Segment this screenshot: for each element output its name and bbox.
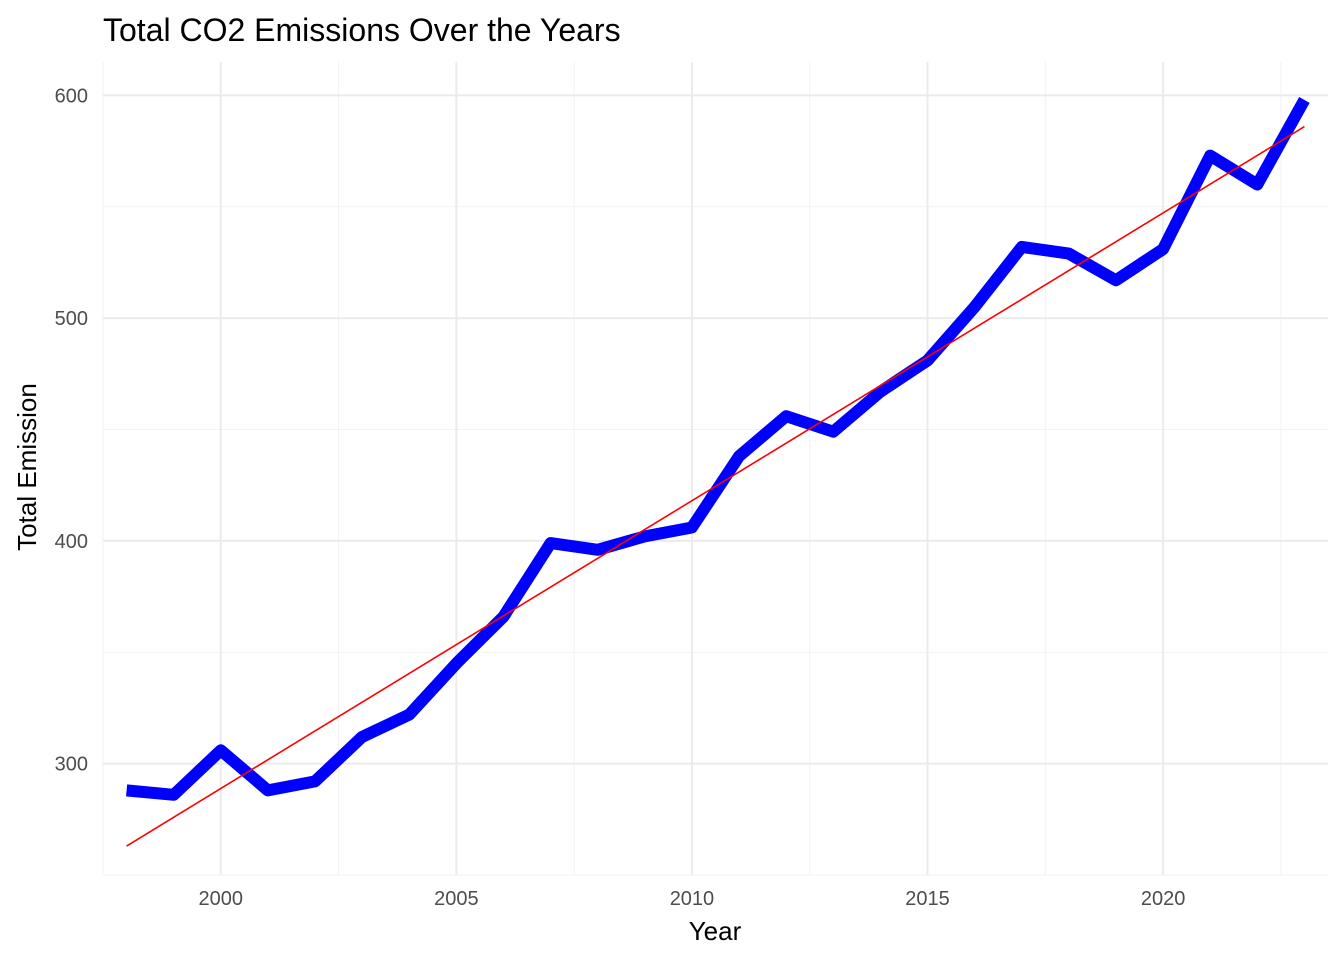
x-axis-title: Year (689, 916, 742, 946)
x-tick-label: 2015 (905, 888, 950, 910)
x-tick-label: 2005 (434, 888, 479, 910)
x-tick-label: 2010 (670, 888, 715, 910)
y-tick-label: 300 (55, 754, 88, 776)
trend-line (126, 125, 1305, 847)
tick-layer: 2000 2005 2010 2015 2020 300 400 500 600 (55, 85, 1186, 910)
x-tick-label: 2000 (199, 888, 244, 910)
y-axis-title: Total Emission (12, 383, 42, 551)
chart-title: Total CO2 Emissions Over the Years (103, 12, 621, 48)
x-tick-label: 2020 (1141, 888, 1186, 910)
y-tick-label: 600 (55, 85, 88, 107)
emission-series-line (126, 96, 1310, 801)
y-tick-label: 400 (55, 531, 88, 553)
series-layer (126, 96, 1310, 847)
grid-layer (102, 62, 1328, 876)
y-tick-label: 500 (55, 308, 88, 330)
